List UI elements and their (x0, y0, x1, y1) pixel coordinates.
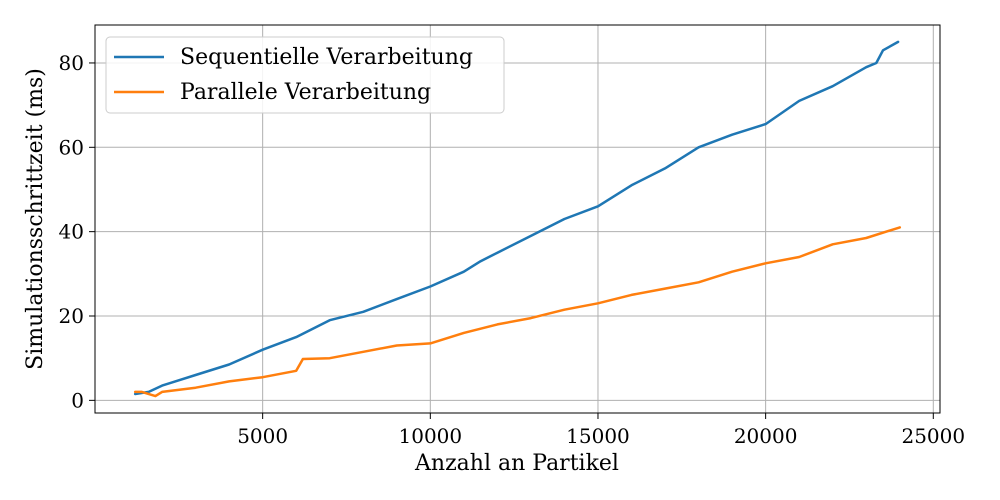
ticks: 5000 10000 15000 20000 25000 0 20 40 60 80 (59, 51, 966, 448)
y-tick-label: 40 (59, 220, 84, 244)
x-tick-label: 20000 (734, 424, 798, 448)
series-line-parallel (133, 226, 902, 398)
y-axis-label: Simulationsschrittzeit (ms) (23, 68, 48, 370)
x-axis-label: Anzahl an Partikel (414, 451, 619, 476)
legend-label-sequentiell: Sequentielle Verarbeitung (180, 45, 473, 70)
y-tick-label: 20 (59, 304, 84, 328)
series-layer (133, 40, 902, 398)
grid (95, 25, 940, 413)
x-tick-label: 10000 (399, 424, 463, 448)
x-tick-label: 5000 (237, 424, 288, 448)
x-tick-label: 15000 (566, 424, 630, 448)
y-tick-label: 80 (59, 51, 84, 75)
plot-frame (94, 24, 941, 414)
legend-box (105, 36, 505, 114)
series-line-sequentiell (133, 40, 900, 396)
y-tick-label: 0 (71, 388, 84, 412)
x-tick-label: 25000 (901, 424, 965, 448)
legend: Sequentielle Verarbeitung Parallele Vera… (105, 36, 505, 114)
y-tick-label: 60 (59, 135, 84, 159)
legend-label-parallel: Parallele Verarbeitung (180, 80, 431, 105)
